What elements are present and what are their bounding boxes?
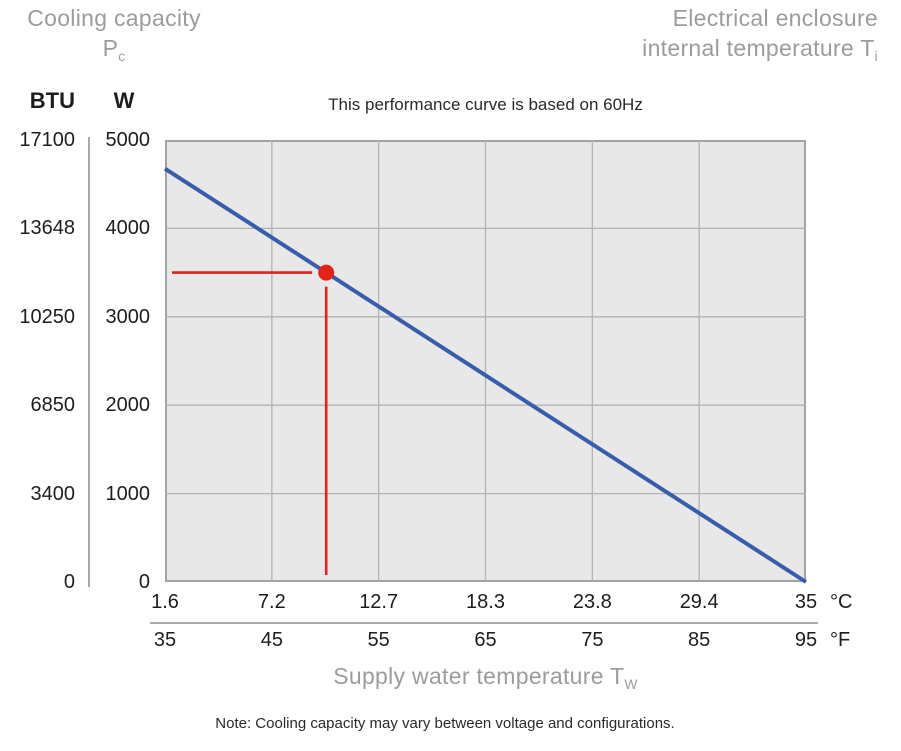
y-tick-btu: 10250 <box>19 305 75 328</box>
x-tick-celsius: 7.2 <box>257 591 286 613</box>
secondary-title-line2: internal temperature Ti <box>642 35 878 64</box>
y-tick-btu: 0 <box>63 571 75 593</box>
y-tick-watts: 0 <box>138 571 150 593</box>
y-tick-btu: 17100 <box>19 129 75 151</box>
x-axis-unit-divider <box>150 622 818 624</box>
x-tick-fahrenheit: 65 <box>474 629 497 651</box>
y-axis-title-line1: Cooling capacity <box>27 5 201 31</box>
x-tick-celsius: 12.7 <box>359 591 399 613</box>
x-tick-fahrenheit: 45 <box>260 629 283 651</box>
x-tick-fahrenheit: 35 <box>153 629 177 651</box>
chart-title: This performance curve is based on 60Hz <box>328 95 643 114</box>
y-tick-btu: 6850 <box>30 394 76 417</box>
x-tick-celsius: 23.8 <box>572 591 612 613</box>
y-axis-title-symbol: Pc <box>102 35 126 64</box>
x-axis-title-subscript: W <box>624 676 638 692</box>
x-tick-celsius: 1.6 <box>151 591 179 613</box>
y-axis-symbol-subscript: c <box>118 48 126 64</box>
note-text: Note: Cooling capacity may vary between … <box>215 715 675 732</box>
operating-point-marker <box>318 264 335 281</box>
x-tick-celsius: 29.4 <box>679 591 719 613</box>
x-axis-title: Supply water temperature TW <box>333 663 638 692</box>
secondary-title-subscript: i <box>874 48 878 64</box>
x-tick-fahrenheit: 75 <box>581 629 604 651</box>
unit-label-fahrenheit: °F <box>830 629 851 651</box>
x-tick-fahrenheit: 55 <box>367 629 390 651</box>
unit-label-watts: W <box>113 88 135 113</box>
plot-area <box>163 140 808 584</box>
unit-label-celsius: °C <box>830 591 853 613</box>
x-tick-fahrenheit: 85 <box>688 629 711 651</box>
y-tick-btu: 13648 <box>19 217 75 240</box>
unit-label-btu: BTU <box>29 88 75 113</box>
y-tick-watts: 1000 <box>105 482 151 505</box>
y-tick-watts: 2000 <box>105 394 151 417</box>
y-tick-watts: 3000 <box>105 305 151 328</box>
x-tick-celsius: 35 <box>794 591 818 613</box>
secondary-main-title: Electrical enclosure internal temperatur… <box>448 3 878 67</box>
secondary-title-line1: Electrical enclosure <box>672 5 878 31</box>
x-tick-celsius: 18.3 <box>466 591 505 613</box>
x-tick-fahrenheit: 95 <box>794 629 818 651</box>
y-tick-watts: 4000 <box>105 217 151 240</box>
y-axis-unit-divider <box>88 137 90 587</box>
y-tick-btu: 3400 <box>30 482 76 505</box>
y-axis-main-title: Cooling capacity Pc <box>18 3 210 67</box>
capacity-curve <box>163 166 808 584</box>
y-tick-watts: 5000 <box>105 129 151 151</box>
chart-svg <box>163 140 808 584</box>
